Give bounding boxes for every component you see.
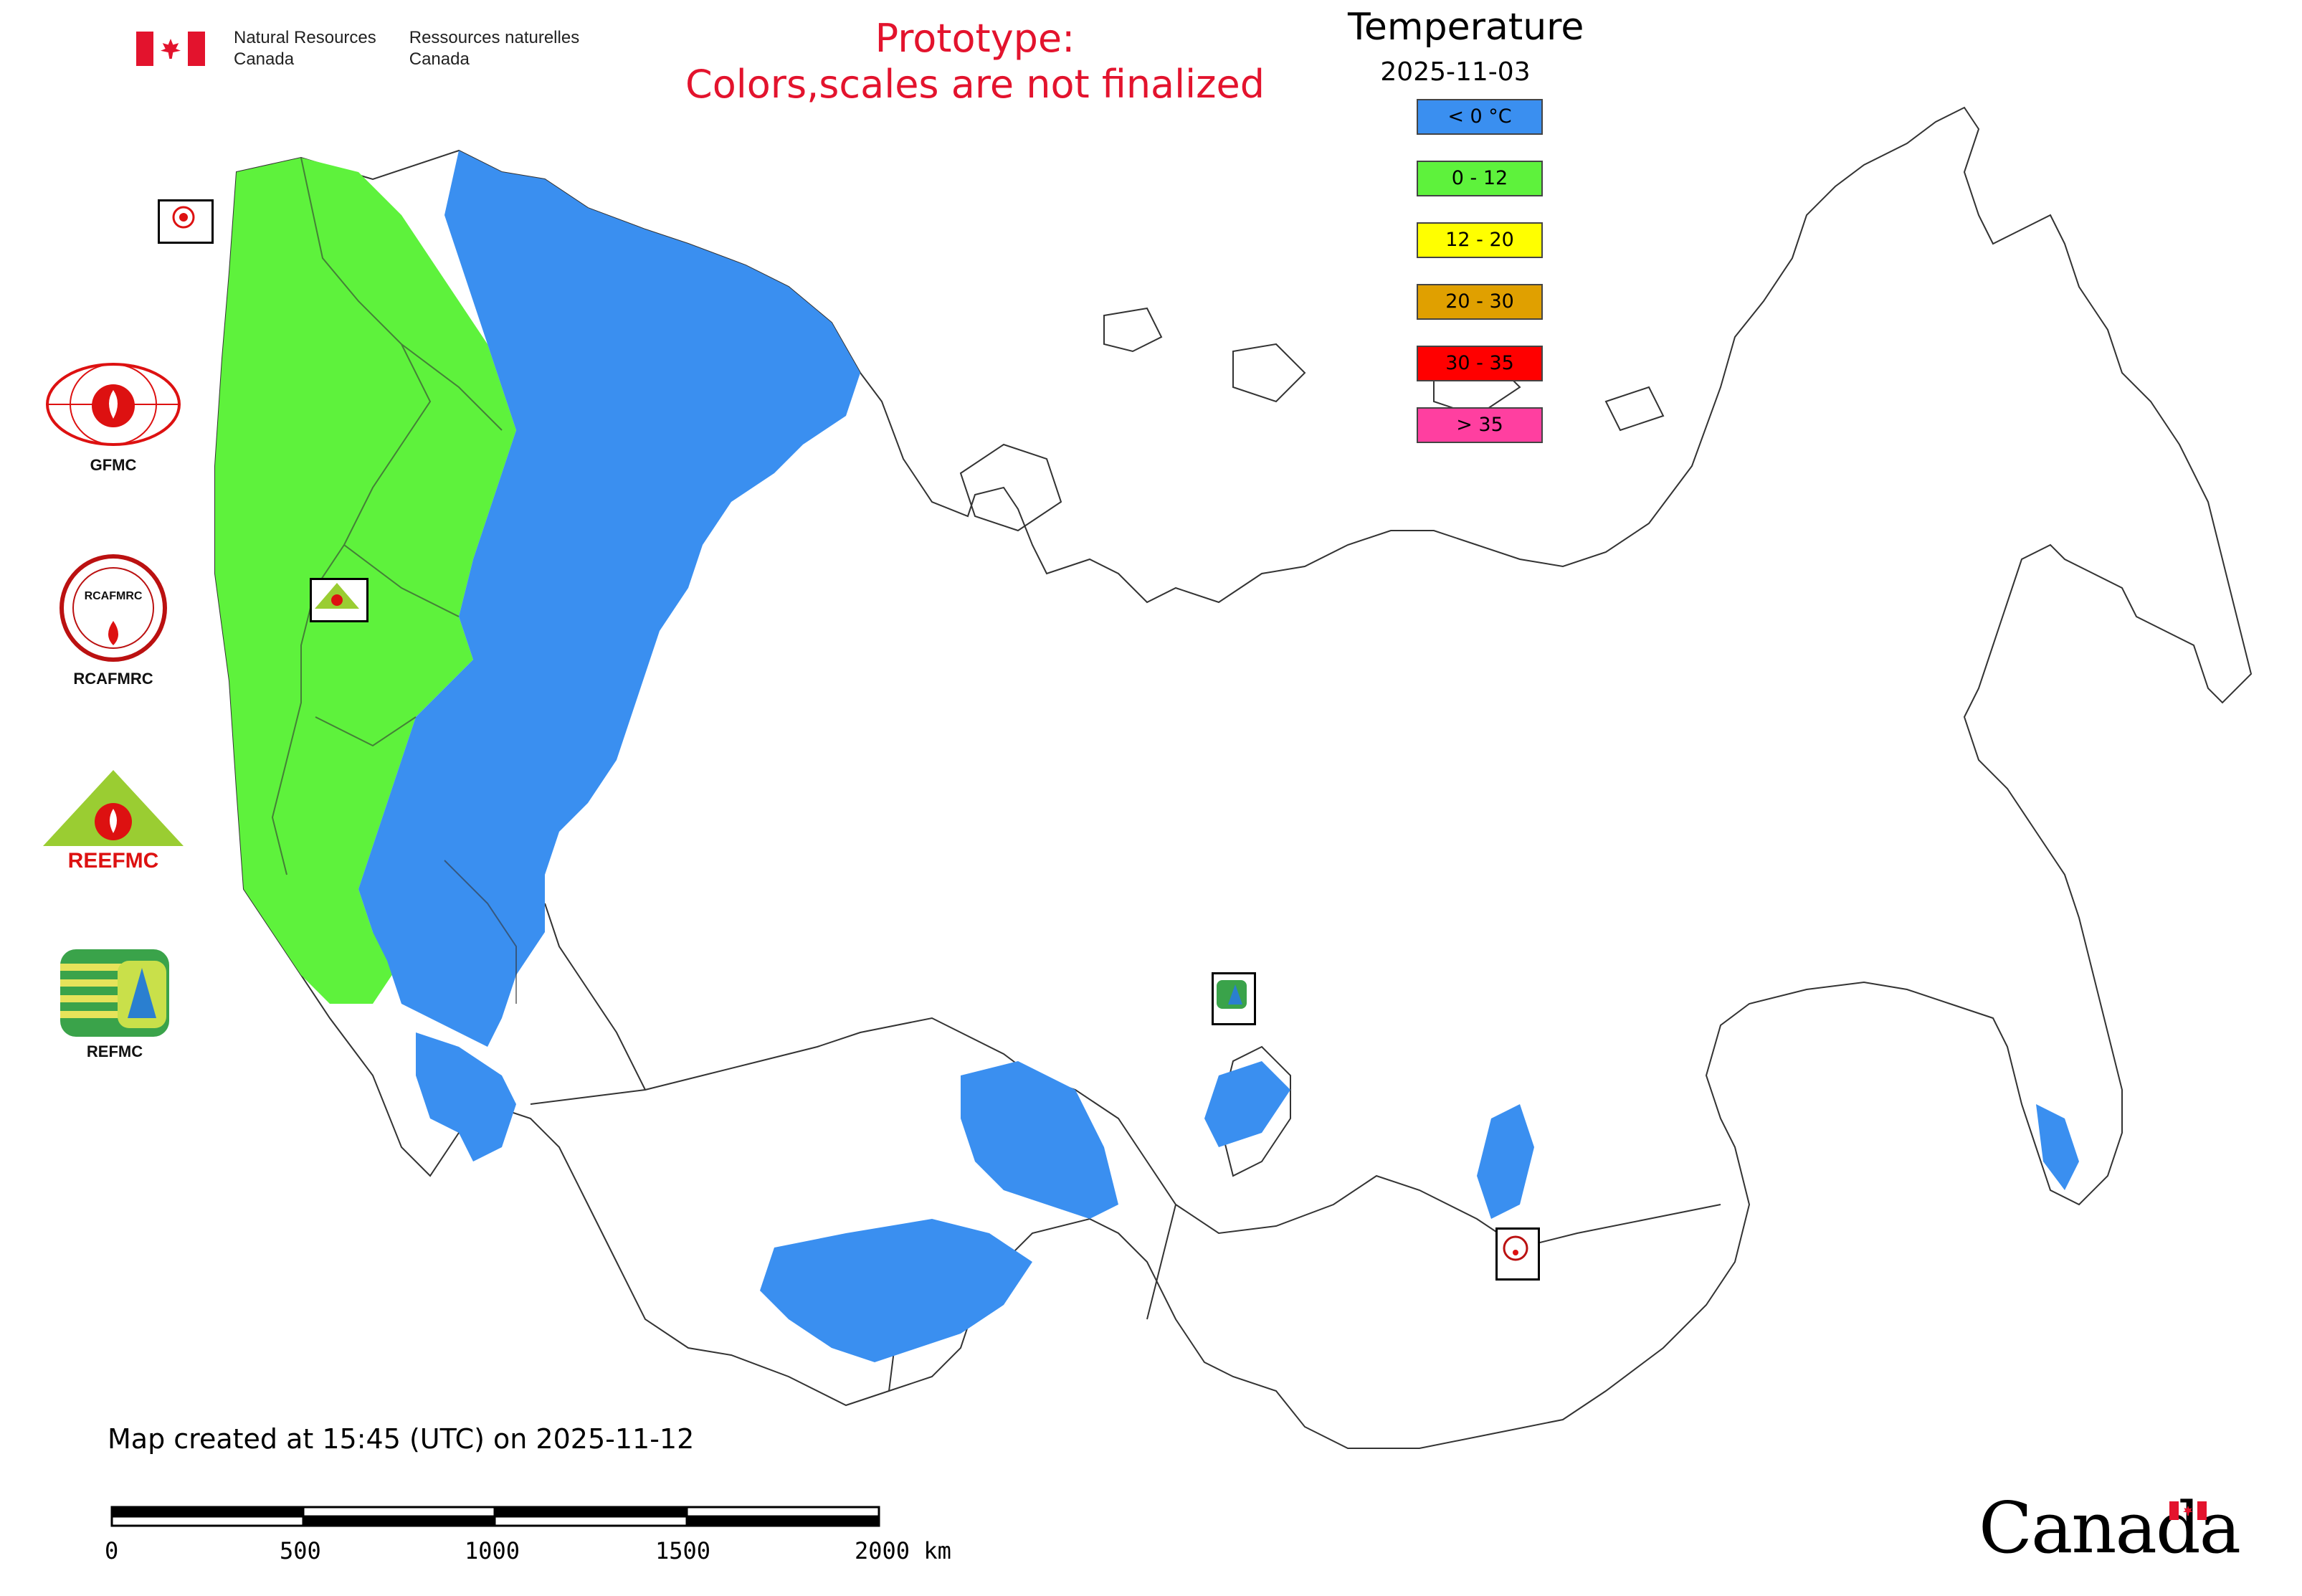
legend-label: 12 - 20 <box>1445 229 1514 251</box>
reefmc-logo: REEFMC <box>37 767 189 878</box>
reefmc-marker[interactable] <box>310 578 368 622</box>
legend-item-30-35: 30 - 35 <box>1417 346 1543 381</box>
refmc-marker-icon <box>1217 980 1247 1009</box>
cold-area-baikal <box>1477 1104 1534 1219</box>
scale-tick-2000: 2000 km <box>855 1537 951 1564</box>
gfmc-label: GFMC <box>90 456 137 474</box>
agency-name-fr: Ressources naturelles Canada <box>409 27 579 70</box>
cold-area-north <box>358 151 860 1047</box>
rcafmrc-marker-icon <box>1503 1235 1528 1261</box>
canada-flag-icon <box>136 32 205 66</box>
cold-area-central-3 <box>1204 1061 1290 1147</box>
scale-tick-1500: 1500 <box>655 1537 711 1564</box>
arctic-islands <box>959 307 1665 532</box>
legend-title: Temperature <box>1348 6 1584 49</box>
gfmc-emblem-icon <box>46 363 181 446</box>
gfmc-marker[interactable] <box>158 199 214 244</box>
agency-fr-line1: Ressources naturelles <box>409 28 580 47</box>
scale-tick-500: 500 <box>280 1537 321 1564</box>
agency-en-line2: Canada <box>234 49 295 69</box>
legend-item-0-12: 0 - 12 <box>1417 161 1543 196</box>
rcafmrc-marker[interactable] <box>1495 1227 1540 1281</box>
legend-item-above-35: > 35 <box>1417 407 1543 443</box>
legend-item-12-20: 12 - 20 <box>1417 222 1543 258</box>
prototype-notice: Prototype: Colors,scales are not finaliz… <box>667 16 1283 108</box>
agency-en-line1: Natural Resources <box>234 28 376 47</box>
gfmc-marker-icon <box>172 206 195 229</box>
nrcan-signature: Natural Resources Canada Ressources natu… <box>136 27 612 70</box>
refmc-label: REFMC <box>86 1042 143 1060</box>
legend-label: 30 - 35 <box>1445 352 1514 374</box>
refmc-marker[interactable] <box>1212 972 1256 1025</box>
legend-date: 2025-11-03 <box>1380 57 1531 87</box>
prototype-line2: Colors,scales are not finalized <box>685 62 1265 107</box>
cold-area-east <box>2036 1104 2079 1190</box>
wordmark-flag-icon <box>2169 1501 2207 1520</box>
prototype-line1: Prototype: <box>875 16 1075 61</box>
reefmc-emblem-text: REEFMC <box>68 849 159 873</box>
cold-area-south-west <box>416 1032 516 1162</box>
scale-tick-1000: 1000 <box>465 1537 520 1564</box>
map-created-timestamp: Map created at 15:45 (UTC) on 2025-11-12 <box>108 1423 695 1455</box>
reefmc-marker-icon <box>315 583 359 609</box>
legend-label: < 0 °C <box>1447 105 1512 128</box>
rcafmrc-emblem-icon: RCAFMRC <box>60 554 167 662</box>
legend-label: 0 - 12 <box>1451 167 1508 189</box>
rcafmrc-label: RCAFMRC <box>73 670 153 688</box>
cold-area-central-1 <box>961 1061 1118 1219</box>
legend-label: 20 - 30 <box>1445 290 1514 313</box>
west-borders <box>271 157 517 1004</box>
scale-tick-0: 0 <box>105 1537 119 1564</box>
legend-item-20-30: 20 - 30 <box>1417 284 1543 320</box>
refmc-emblem-icon <box>60 949 169 1037</box>
canada-wordmark: Canada <box>1979 1488 2241 1569</box>
legend-label: > 35 <box>1456 414 1503 436</box>
rcafmrc-logo: RCAFMRC RCAFMRC <box>42 552 185 688</box>
agency-fr-line2: Canada <box>409 49 470 69</box>
gfmc-logo: GFMC <box>42 361 185 475</box>
legend-item-below-zero: < 0 °C <box>1417 99 1543 135</box>
scale-bar <box>110 1506 880 1527</box>
agency-name-en: Natural Resources Canada <box>234 27 376 70</box>
internal-borders <box>530 903 1721 1392</box>
cold-area-central-2 <box>760 1219 1032 1362</box>
rcafmrc-emblem-text: RCAFMRC <box>85 590 143 602</box>
refmc-logo: REFMC <box>57 946 186 1061</box>
reefmc-emblem-icon: REEFMC <box>43 770 184 873</box>
